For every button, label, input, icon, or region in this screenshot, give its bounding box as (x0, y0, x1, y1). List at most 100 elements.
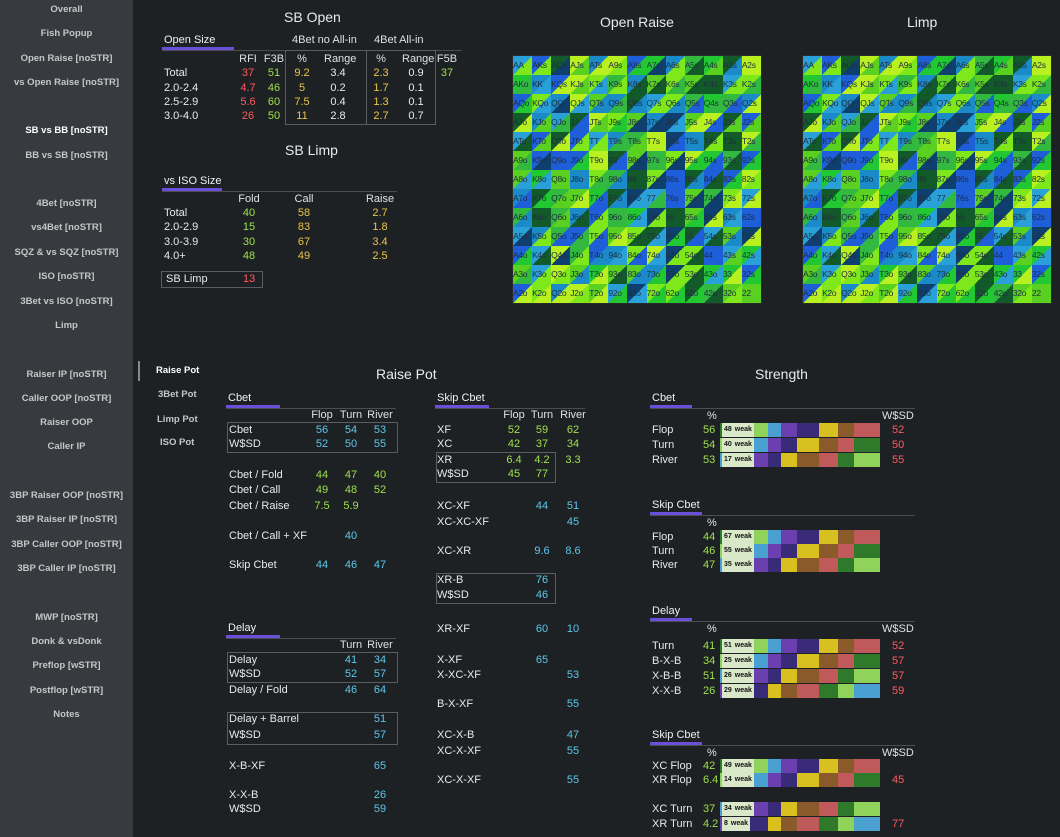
hand-cell[interactable]: J8s (917, 113, 937, 132)
hand-cell[interactable]: J2s (1031, 113, 1051, 132)
sidebar-item-raiser-oop[interactable]: Raiser OOP (40, 417, 93, 428)
hand-cell[interactable]: KQs (841, 75, 861, 94)
hand-cell[interactable]: 74o (936, 246, 956, 265)
hand-cell[interactable]: Q8o (551, 170, 571, 189)
sidebar-item-3bp-caller-oop-nostr[interactable]: 3BP Caller OOP [noSTR] (11, 539, 122, 550)
hand-cell[interactable]: K5s (684, 75, 704, 94)
hand-cell[interactable]: 33 (1012, 265, 1032, 284)
sidebar-item-notes[interactable]: Notes (53, 709, 80, 720)
hand-cell[interactable]: 54s (703, 227, 723, 246)
hand-cell[interactable]: K3o (532, 265, 552, 284)
hand-cell[interactable]: 54o (974, 246, 994, 265)
hand-cell[interactable]: K5o (822, 227, 842, 246)
limp-hand-matrix[interactable]: AA AKs AQs AJs ATs A9s A8s A7s A6s A5s A4s A3s A2s AK… (802, 55, 1052, 304)
hand-cell[interactable]: 92s (1031, 151, 1051, 170)
hand-cell[interactable]: 97s (936, 151, 956, 170)
hand-cell[interactable]: Q2s (741, 94, 761, 113)
hand-cell[interactable]: KQo (822, 94, 842, 113)
hand-cell[interactable]: QTo (551, 132, 571, 151)
hand-cell[interactable]: A6s (665, 56, 685, 75)
hand-cell[interactable]: J4o (860, 246, 880, 265)
hand-cell[interactable]: K9s (608, 75, 628, 94)
hand-cell[interactable]: J8s (627, 113, 647, 132)
hand-cell[interactable]: 99 (898, 151, 918, 170)
sidebar-item-raiser-ip-nostr[interactable]: Raiser IP [noSTR] (26, 369, 107, 380)
hand-cell[interactable]: 55 (974, 227, 994, 246)
hand-cell[interactable]: 76o (936, 208, 956, 227)
hand-cell[interactable]: J9s (608, 113, 628, 132)
sidebar-item-caller-ip[interactable]: Caller IP (47, 441, 86, 452)
hand-cell[interactable]: J3o (860, 265, 880, 284)
hand-cell[interactable]: AQs (841, 56, 861, 75)
hand-cell[interactable]: T4s (993, 132, 1013, 151)
hand-cell[interactable]: A9s (898, 56, 918, 75)
hand-cell[interactable]: A2o (803, 284, 823, 303)
sidebar-item-sb-vs-bb-nostr[interactable]: SB vs BB [noSTR] (25, 125, 108, 136)
hand-cell[interactable]: A6s (955, 56, 975, 75)
hand-cell[interactable]: J2o (860, 284, 880, 303)
hand-cell[interactable]: A5s (974, 56, 994, 75)
hand-cell[interactable]: A7o (513, 189, 533, 208)
hand-cell[interactable]: T6s (665, 132, 685, 151)
hand-cell[interactable]: Q4s (993, 94, 1013, 113)
hand-cell[interactable]: 52s (741, 227, 761, 246)
hand-cell[interactable]: JTs (879, 113, 899, 132)
hand-cell[interactable]: 54o (684, 246, 704, 265)
hand-cell[interactable]: 76o (646, 208, 666, 227)
hand-cell[interactable]: Q2o (551, 284, 571, 303)
hand-cell[interactable]: J3s (722, 113, 742, 132)
hand-cell[interactable]: JJ (570, 113, 590, 132)
hand-cell[interactable]: A2s (741, 56, 761, 75)
hand-cell[interactable]: K8s (917, 75, 937, 94)
hand-cell[interactable]: 43s (722, 246, 742, 265)
hand-cell[interactable]: T4o (879, 246, 899, 265)
hand-cell[interactable]: QJs (860, 94, 880, 113)
hand-cell[interactable]: KJs (860, 75, 880, 94)
hand-cell[interactable]: AQs (551, 56, 571, 75)
hand-cell[interactable]: 96o (608, 208, 628, 227)
hand-cell[interactable]: K4s (993, 75, 1013, 94)
hand-cell[interactable]: QQ (551, 94, 571, 113)
hand-cell[interactable]: J9o (860, 151, 880, 170)
hand-cell[interactable]: AJo (513, 113, 533, 132)
hand-cell[interactable]: 64o (955, 246, 975, 265)
hand-cell[interactable]: K7o (532, 189, 552, 208)
hand-cell[interactable]: Q8s (917, 94, 937, 113)
hand-cell[interactable]: J4s (703, 113, 723, 132)
hand-cell[interactable]: J6o (860, 208, 880, 227)
hand-cell[interactable]: K2s (741, 75, 761, 94)
hand-cell[interactable]: K9s (898, 75, 918, 94)
hand-cell[interactable]: T7o (589, 189, 609, 208)
hand-cell[interactable]: Q7s (936, 94, 956, 113)
sidebar-item-preflop-wstr[interactable]: Preflop [wSTR] (32, 660, 101, 671)
hand-cell[interactable]: 65o (955, 227, 975, 246)
hand-cell[interactable]: Q3s (1012, 94, 1032, 113)
hand-cell[interactable]: Q8s (627, 94, 647, 113)
hand-cell[interactable]: AKs (532, 56, 552, 75)
subnav-raise-pot[interactable]: Raise Pot (156, 365, 200, 376)
hand-cell[interactable]: Q4o (551, 246, 571, 265)
hand-cell[interactable]: Q6o (841, 208, 861, 227)
hand-cell[interactable]: T6o (879, 208, 899, 227)
hand-cell[interactable]: A2o (513, 284, 533, 303)
hand-cell[interactable]: 83s (722, 170, 742, 189)
hand-cell[interactable]: T4o (589, 246, 609, 265)
hand-cell[interactable]: 42o (703, 284, 723, 303)
hand-cell[interactable]: KTo (822, 132, 842, 151)
hand-cell[interactable]: 63o (665, 265, 685, 284)
hand-cell[interactable]: 85o (627, 227, 647, 246)
hand-cell[interactable]: 93s (722, 151, 742, 170)
hand-cell[interactable]: 96s (955, 151, 975, 170)
hand-cell[interactable]: 82s (1031, 170, 1051, 189)
hand-cell[interactable]: Q9s (608, 94, 628, 113)
hand-cell[interactable]: 87s (646, 170, 666, 189)
hand-cell[interactable]: 98s (627, 151, 647, 170)
hand-cell[interactable]: T8s (627, 132, 647, 151)
hand-cell[interactable]: 54s (993, 227, 1013, 246)
hand-cell[interactable]: A4o (803, 246, 823, 265)
hand-cell[interactable]: 53s (722, 227, 742, 246)
hand-cell[interactable]: 98s (917, 151, 937, 170)
hand-cell[interactable]: J8o (570, 170, 590, 189)
hand-cell[interactable]: 42s (741, 246, 761, 265)
hand-cell[interactable]: AA (513, 56, 533, 75)
